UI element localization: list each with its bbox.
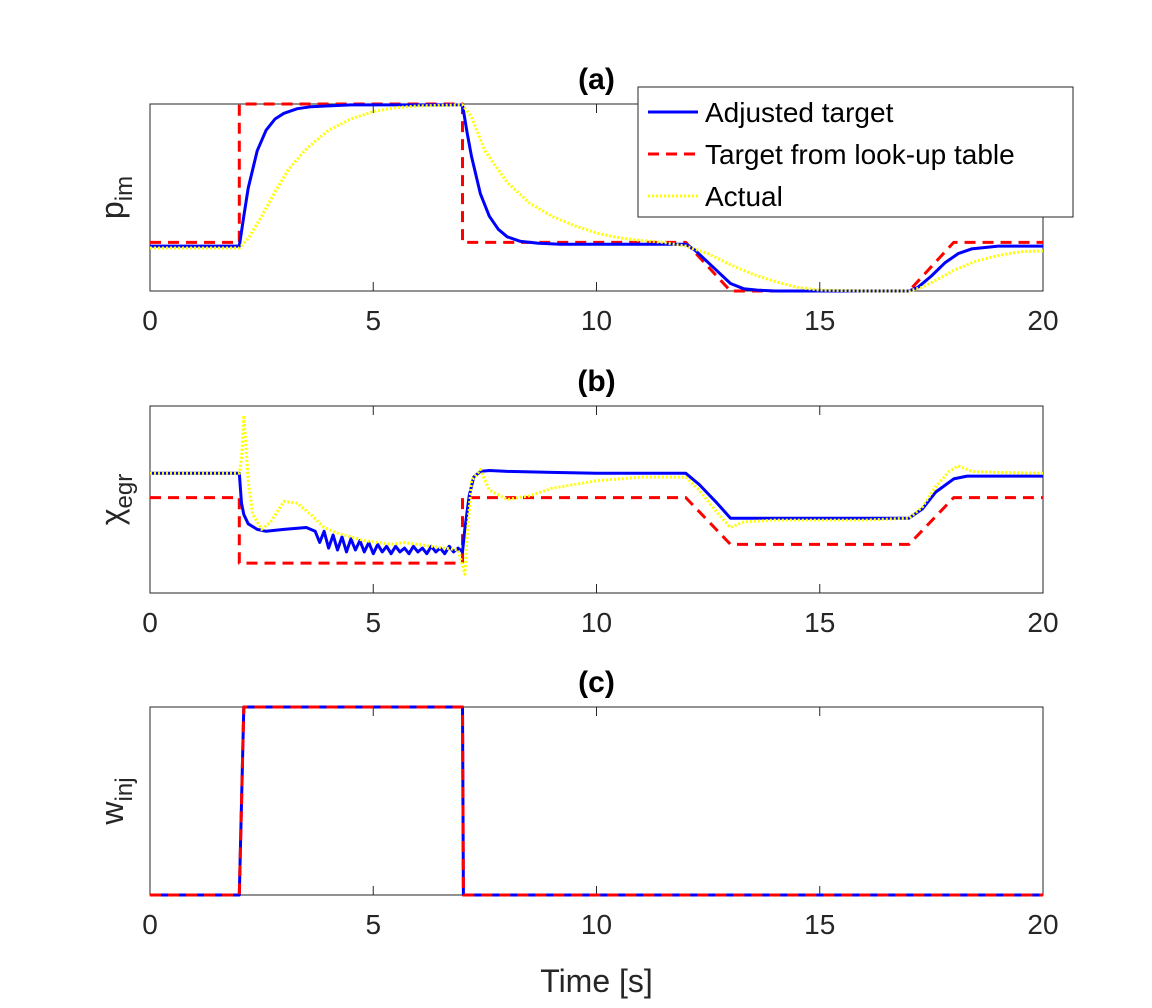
x-axis-label: Time [s] (540, 963, 653, 999)
y-axis-label: pim (94, 176, 138, 219)
series-line-adjusted-target (150, 469, 1043, 556)
y-axis-label-main: χ (94, 508, 130, 525)
x-tick-label: 0 (142, 305, 158, 336)
y-axis-label-main: w (94, 801, 130, 826)
panel-title: (c) (578, 666, 615, 699)
legend-label: Target from look-up table (705, 139, 1015, 170)
x-tick-label: 5 (365, 909, 381, 940)
series-line-actual (150, 103, 1043, 293)
panel-b: 0 5 10 15 20 (b) χegr (94, 365, 1059, 638)
x-tick-label: 10 (581, 607, 612, 638)
series-line-target-from-look-up-table (150, 705, 1043, 897)
legend: Adjusted target Target from look-up table… (637, 86, 1074, 218)
x-tick-label: 20 (1027, 607, 1058, 638)
x-tick-label: 10 (581, 305, 612, 336)
x-tick-label: 15 (804, 305, 835, 336)
y-axis-label: χegr (94, 474, 138, 525)
axes-box (149, 706, 1044, 896)
x-tick-label: 15 (804, 607, 835, 638)
x-tick-label: 20 (1027, 909, 1058, 940)
panel-title: (a) (578, 63, 615, 96)
x-tick-label: 5 (365, 607, 381, 638)
series-line-target-from-look-up-table (150, 496, 1043, 565)
legend-label: Actual (705, 181, 783, 212)
series-line-actual (150, 413, 1043, 576)
panel-a: 0 5 10 15 20 (a) pim Adjusted target Target from… (94, 63, 1074, 336)
x-tick-label: 15 (804, 909, 835, 940)
y-axis-label: winj (94, 777, 138, 825)
series-line-target-from-look-up-table (150, 102, 1043, 293)
y-axis-label-sub: inj (111, 777, 138, 801)
panel-title: (b) (577, 365, 615, 398)
x-tick-label: 0 (142, 607, 158, 638)
x-tick-label: 20 (1027, 305, 1058, 336)
legend-box (637, 86, 1074, 218)
axes-box (149, 405, 1044, 594)
panel-c: 0 5 10 15 20 (c) winj Time [s] (94, 666, 1059, 999)
x-tick-label: 10 (581, 909, 612, 940)
y-axis-label-main: p (94, 201, 130, 219)
x-tick-label: 0 (142, 909, 158, 940)
y-axis-label-sub: egr (111, 474, 138, 509)
x-tick-label: 5 (365, 305, 381, 336)
legend-label: Adjusted target (705, 97, 894, 128)
y-axis-label-sub: im (111, 176, 138, 201)
